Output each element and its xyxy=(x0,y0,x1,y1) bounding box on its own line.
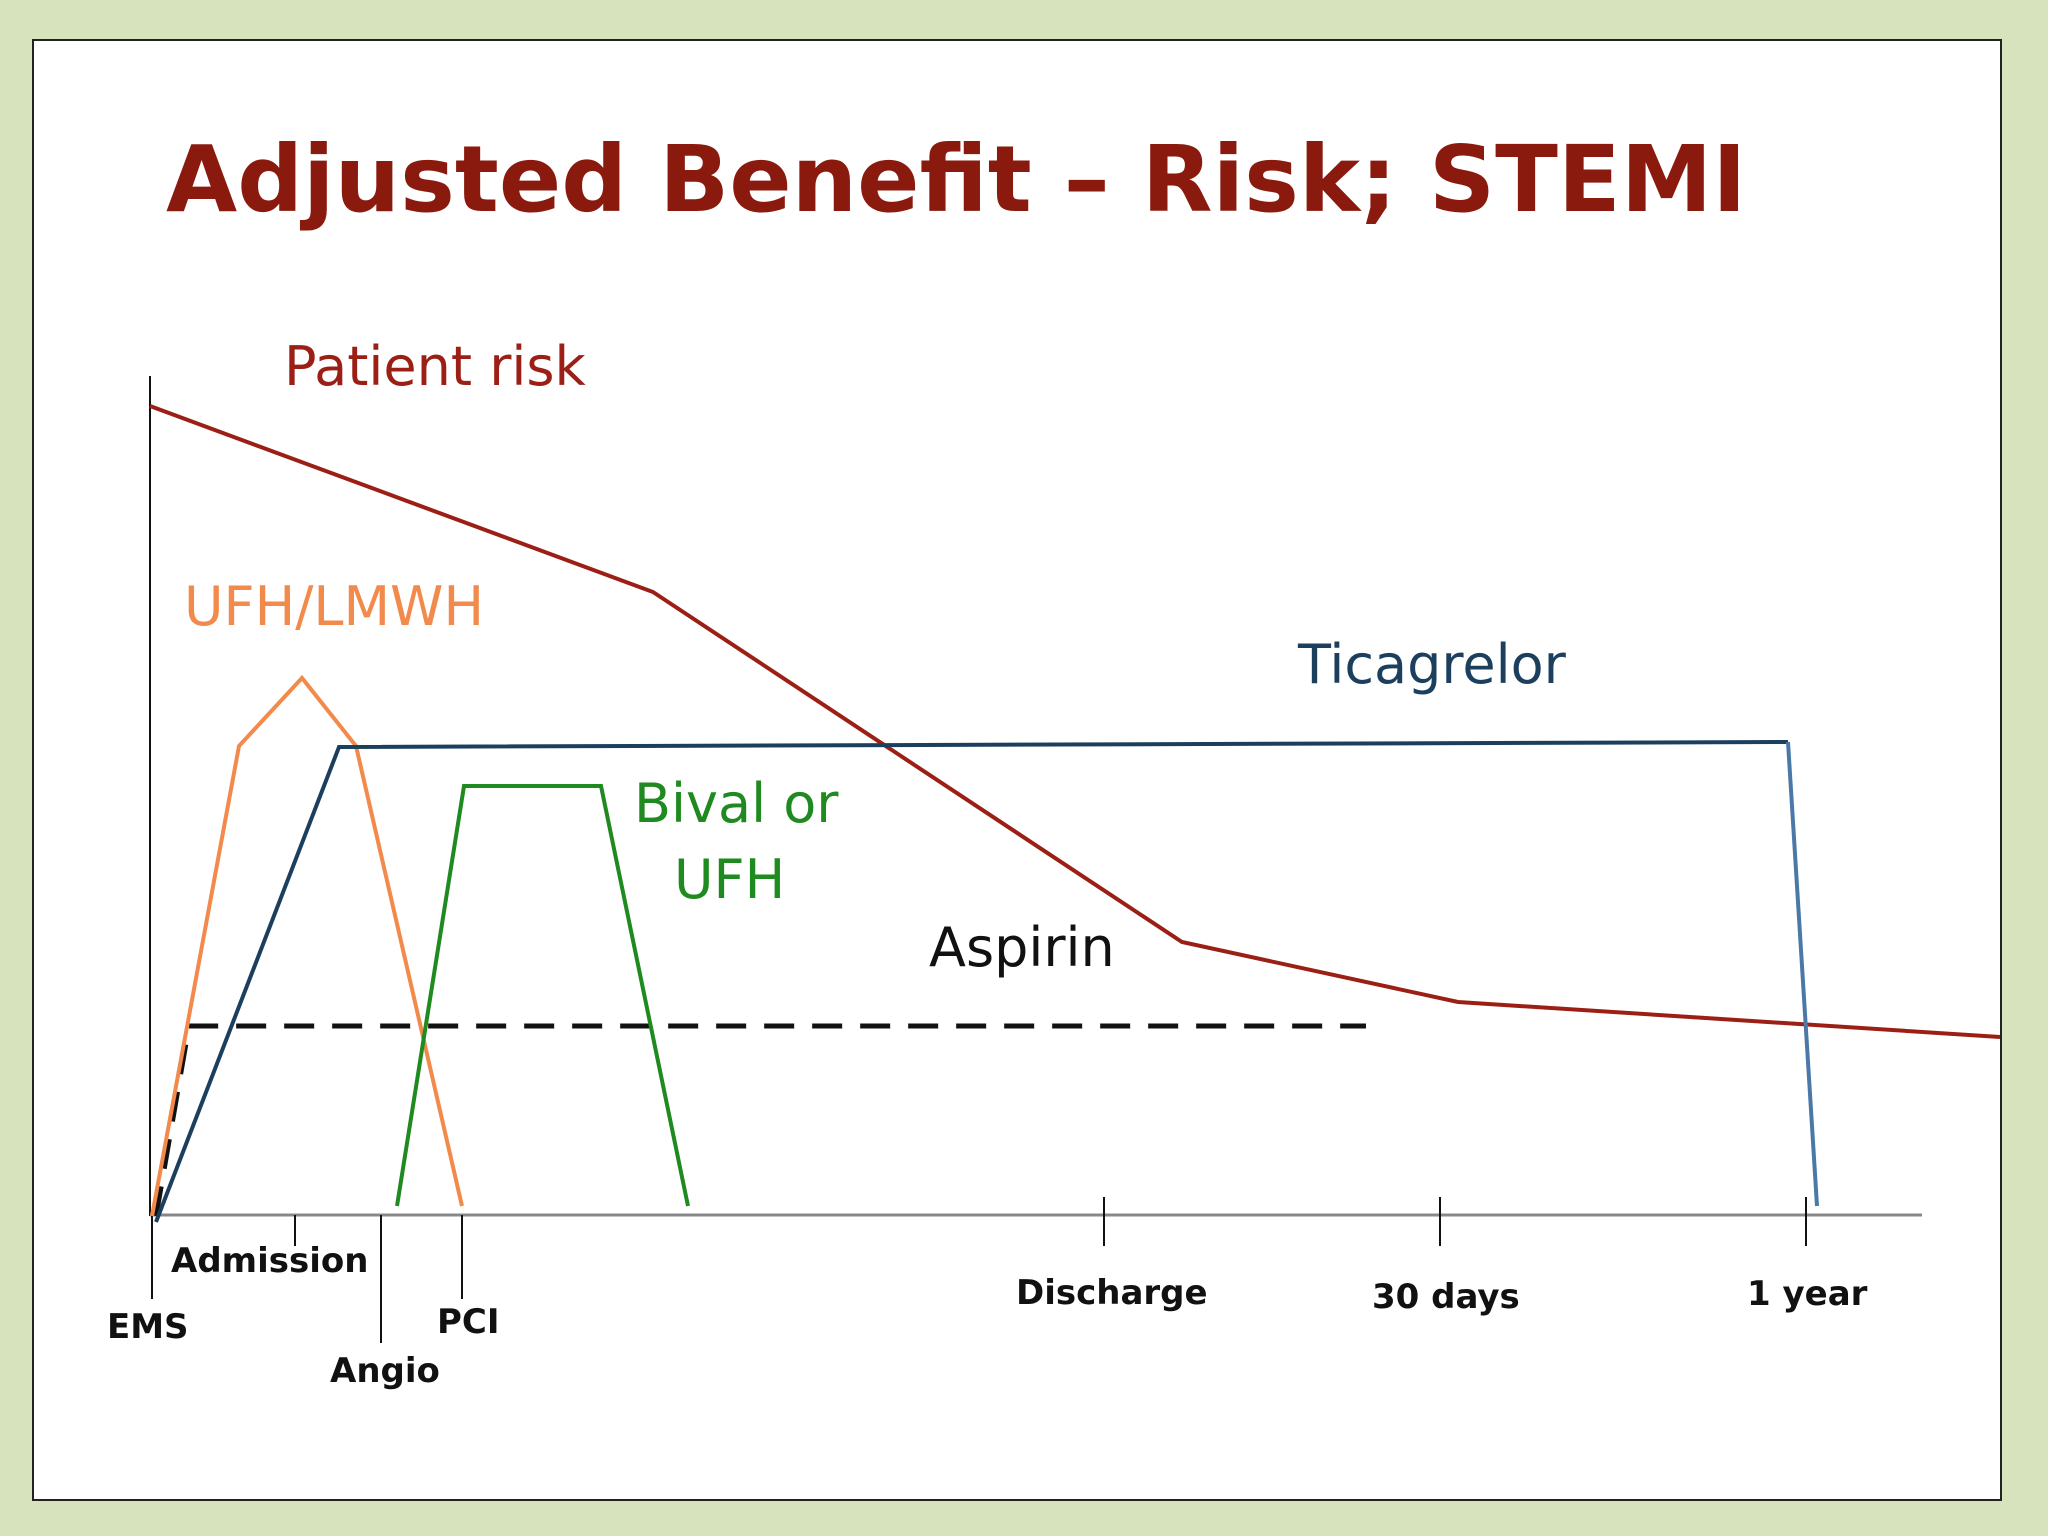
label-pci: PCI xyxy=(437,1302,500,1342)
ufh-lmwh-label: UFH/LMWH xyxy=(184,575,484,638)
slide: Adjusted Benefit – Risk; STEMI Admission… xyxy=(32,39,2002,1501)
label-discharge: Discharge xyxy=(1016,1273,1208,1313)
aspirin-curve xyxy=(153,1023,1366,1217)
ufh-lmwh-curve xyxy=(150,674,464,1217)
ticagrelor-curve xyxy=(154,740,1789,1223)
label-admission: Admission xyxy=(171,1241,368,1281)
aspirin-label: Aspirin xyxy=(929,916,1115,979)
bival-label-line2: UFH xyxy=(674,848,785,911)
benefit-risk-diagram: Adjusted Benefit – Risk; STEMI Admission… xyxy=(107,126,2000,1391)
ticagrelor-drop-curve xyxy=(1786,741,1819,1207)
label-angio: Angio xyxy=(330,1351,440,1391)
patient-risk-label: Patient risk xyxy=(284,335,587,398)
label-30-days: 30 days xyxy=(1372,1277,1520,1317)
label-1-year: 1 year xyxy=(1747,1274,1868,1314)
bival-ufh-curve xyxy=(395,784,690,1207)
ticagrelor-label: Ticagrelor xyxy=(1297,633,1567,696)
patient-risk-curve xyxy=(149,404,2000,1039)
bival-label-line1: Bival or xyxy=(634,772,839,835)
slide-title: Adjusted Benefit – Risk; STEMI xyxy=(166,126,1747,233)
label-ems: EMS xyxy=(107,1307,189,1347)
